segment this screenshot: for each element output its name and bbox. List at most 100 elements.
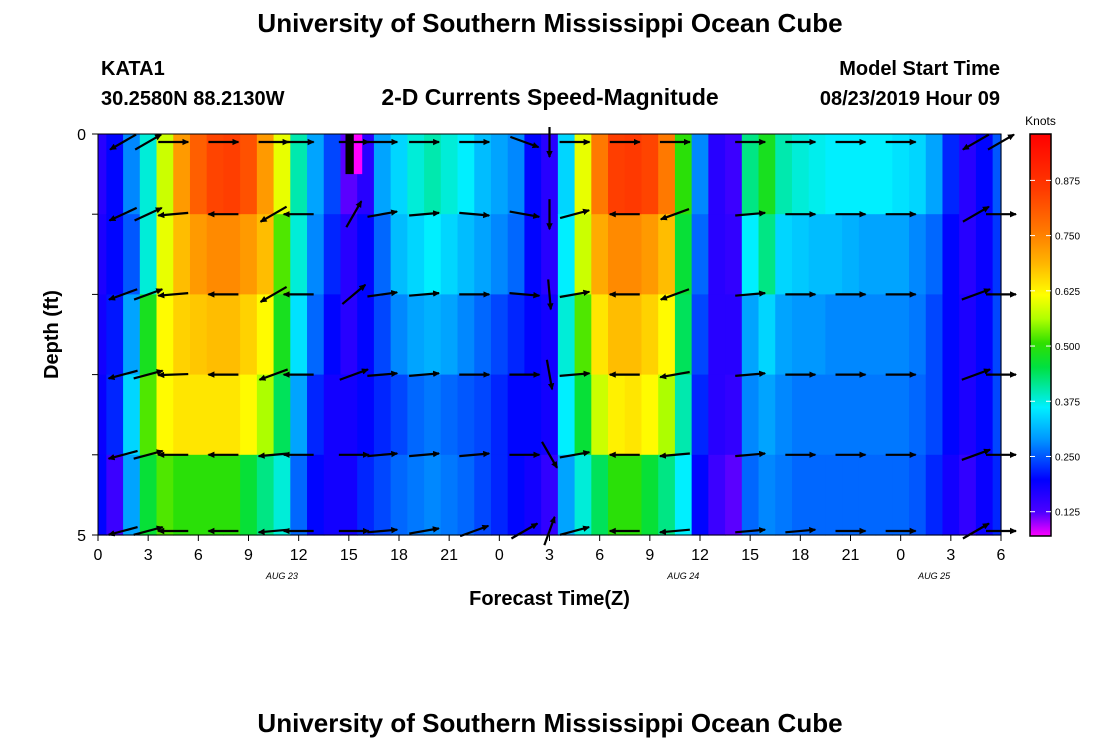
current-vector bbox=[133, 288, 164, 301]
heatmap-cell bbox=[474, 454, 492, 536]
current-vector bbox=[559, 525, 591, 536]
current-vector bbox=[545, 359, 555, 391]
current-vector bbox=[543, 515, 556, 546]
heatmap-cell bbox=[390, 454, 408, 536]
heatmap-cell bbox=[808, 214, 827, 295]
heatmap-cell bbox=[357, 294, 375, 376]
heatmap-cell bbox=[875, 454, 893, 536]
x-tick-label: 0 bbox=[495, 547, 504, 564]
heatmap-cell bbox=[474, 294, 492, 376]
heatmap-cell bbox=[424, 134, 442, 215]
colorbar-title: Knots bbox=[1025, 114, 1056, 128]
current-vector bbox=[459, 211, 491, 219]
heatmap-cell bbox=[992, 134, 1002, 215]
heatmap-cell bbox=[390, 134, 408, 215]
heatmap-cell bbox=[942, 374, 960, 456]
heatmap-cell bbox=[875, 214, 893, 295]
heatmap-cell bbox=[992, 374, 1002, 456]
heatmap-cell bbox=[992, 214, 1002, 295]
heatmap-cell bbox=[273, 374, 291, 456]
current-vector bbox=[659, 370, 690, 380]
current-vector bbox=[735, 210, 767, 217]
heatmap-cell bbox=[98, 374, 107, 456]
y-tick-label: 0 bbox=[77, 127, 86, 144]
heatmap-cell bbox=[440, 214, 459, 295]
heatmap-cell bbox=[189, 374, 208, 456]
heatmap-cell bbox=[741, 214, 760, 295]
heatmap-cell bbox=[608, 134, 626, 215]
heatmap-cell bbox=[791, 294, 810, 376]
y-axis-label: Depth (ft) bbox=[41, 290, 63, 379]
heatmap-cell bbox=[373, 454, 392, 536]
heatmap-cell bbox=[206, 294, 225, 376]
heatmap-cell bbox=[123, 134, 141, 215]
heatmap-cell bbox=[490, 374, 509, 456]
heatmap-cell bbox=[457, 454, 475, 536]
heatmap-cell bbox=[624, 374, 643, 456]
heatmap-cell bbox=[106, 134, 124, 215]
heatmap-cell bbox=[98, 294, 107, 376]
heatmap-cell bbox=[340, 294, 358, 376]
heatmap-cell bbox=[156, 214, 174, 295]
heatmap-cell bbox=[139, 374, 158, 456]
current-vector bbox=[109, 133, 137, 151]
heatmap-cell bbox=[725, 214, 743, 295]
current-vector bbox=[134, 133, 163, 151]
heatmap-cell bbox=[323, 134, 342, 215]
heatmap-cell bbox=[290, 374, 308, 456]
current-vector bbox=[409, 526, 440, 535]
heatmap-cell bbox=[925, 214, 944, 295]
heatmap-cell bbox=[474, 214, 492, 295]
heatmap-cell bbox=[98, 214, 107, 295]
current-vector bbox=[409, 210, 441, 217]
heatmap-cell bbox=[758, 294, 776, 376]
heatmap-cell bbox=[173, 134, 191, 215]
colorbar-tick-label: 0.625 bbox=[1055, 287, 1080, 298]
heatmap-cell bbox=[775, 134, 793, 215]
current-vector bbox=[735, 290, 767, 297]
colorbar-tick-label: 0.125 bbox=[1055, 508, 1080, 519]
heatmap-cell bbox=[440, 374, 459, 456]
heatmap-cell bbox=[156, 374, 174, 456]
heatmap-cell bbox=[424, 454, 442, 536]
heatmap-cell bbox=[156, 134, 174, 215]
heatmap-cell bbox=[975, 294, 994, 376]
heatmap-cell bbox=[457, 294, 475, 376]
heatmap-cell bbox=[490, 134, 509, 215]
heatmap-cell bbox=[624, 134, 643, 215]
heatmap-cell bbox=[524, 214, 542, 295]
heatmap-cell bbox=[758, 134, 776, 215]
current-vector bbox=[107, 449, 138, 461]
heatmap-cell bbox=[223, 454, 241, 536]
x-tick-label: 0 bbox=[94, 547, 103, 564]
heatmap-cell bbox=[424, 294, 442, 376]
current-vector bbox=[559, 370, 591, 378]
colorbar-tick-label: 0.375 bbox=[1055, 397, 1080, 408]
heatmap-cell bbox=[858, 294, 877, 376]
x-tick-label: 21 bbox=[842, 547, 860, 564]
current-vector bbox=[409, 450, 441, 458]
x-tick-label: 6 bbox=[997, 547, 1006, 564]
current-vector bbox=[108, 288, 138, 301]
heatmap-cell bbox=[123, 454, 141, 536]
page-title: University of Southern Mississippi Ocean… bbox=[257, 8, 843, 38]
heatmap-cell bbox=[858, 374, 877, 456]
heatmap-cell bbox=[206, 134, 225, 215]
y-axis: 05 bbox=[77, 127, 98, 545]
heatmap-cell bbox=[290, 294, 308, 376]
heatmap-cell bbox=[775, 294, 793, 376]
heatmap-cell bbox=[457, 374, 475, 456]
heatmap-cell bbox=[842, 214, 860, 295]
heatmap-cell bbox=[825, 214, 843, 295]
heatmap-cell bbox=[173, 454, 191, 536]
heatmap-cell bbox=[674, 374, 693, 456]
heatmap-cell bbox=[307, 374, 325, 456]
heatmap-cell bbox=[240, 294, 258, 376]
heatmap-cell bbox=[658, 134, 676, 215]
heatmap-cell bbox=[106, 214, 124, 295]
heatmap-cell bbox=[691, 454, 709, 536]
heatmap-cell bbox=[474, 134, 492, 215]
heatmap-cell bbox=[624, 214, 643, 295]
heatmap-cell bbox=[407, 134, 425, 215]
